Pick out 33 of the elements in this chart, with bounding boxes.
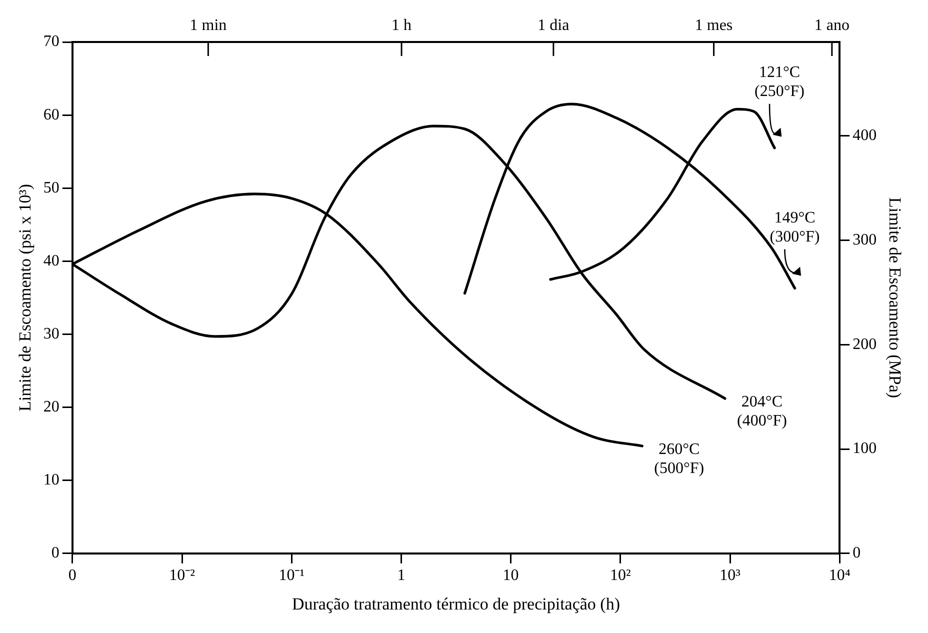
text: 1 dia bbox=[538, 17, 570, 34]
series-label: 260°C (500°F) bbox=[654, 441, 704, 478]
text: 1 mes bbox=[694, 17, 733, 34]
y2-tick-label: 0 bbox=[852, 544, 861, 562]
y-tick-label: 0 bbox=[51, 544, 60, 562]
series-label: 149°C (300°F) bbox=[770, 209, 820, 246]
y-tick-label: 60 bbox=[43, 106, 60, 124]
series-label: 121°C (250°F) bbox=[754, 64, 805, 100]
y2-tick-label: 400 bbox=[852, 127, 877, 144]
x-tick-label: 10² bbox=[610, 567, 631, 584]
text: 1 h bbox=[392, 17, 412, 34]
y-tick-label: 70 bbox=[43, 33, 60, 50]
series-label: 204°C (400°F) bbox=[736, 394, 787, 430]
y-tick-label: 20 bbox=[43, 398, 60, 416]
y2-tick-label: 200 bbox=[852, 336, 877, 353]
y-tick-label: 40 bbox=[43, 252, 60, 270]
y-tick-label: 10 bbox=[43, 472, 60, 489]
x-tick-label: 10⁴ bbox=[828, 567, 851, 584]
y2-tick-label: 100 bbox=[852, 440, 877, 458]
y-tick-label: 30 bbox=[43, 325, 60, 342]
x-tick-label: 10⁻¹ bbox=[278, 567, 305, 584]
x-tick-label: 10³ bbox=[720, 567, 741, 584]
y2-axis-title: Limite de Escoamento (MPa) bbox=[885, 197, 904, 398]
y2-tick-label: 300 bbox=[852, 232, 877, 248]
x-axis-title: Duração tratramento térmico de precipitação (h) bbox=[292, 594, 620, 614]
x-tick-label: 10⁻² bbox=[169, 567, 196, 584]
y-axis-title: Limite de Escoamento (psi x 10³) bbox=[16, 184, 35, 412]
x-tick-label: 1 bbox=[397, 567, 406, 584]
y-tick-label: 50 bbox=[43, 179, 60, 196]
text: 1 ano bbox=[814, 17, 850, 34]
x-tick-label: 0 bbox=[68, 567, 76, 584]
x-tick-label: 10 bbox=[502, 567, 519, 584]
text: 1 min bbox=[190, 17, 227, 34]
